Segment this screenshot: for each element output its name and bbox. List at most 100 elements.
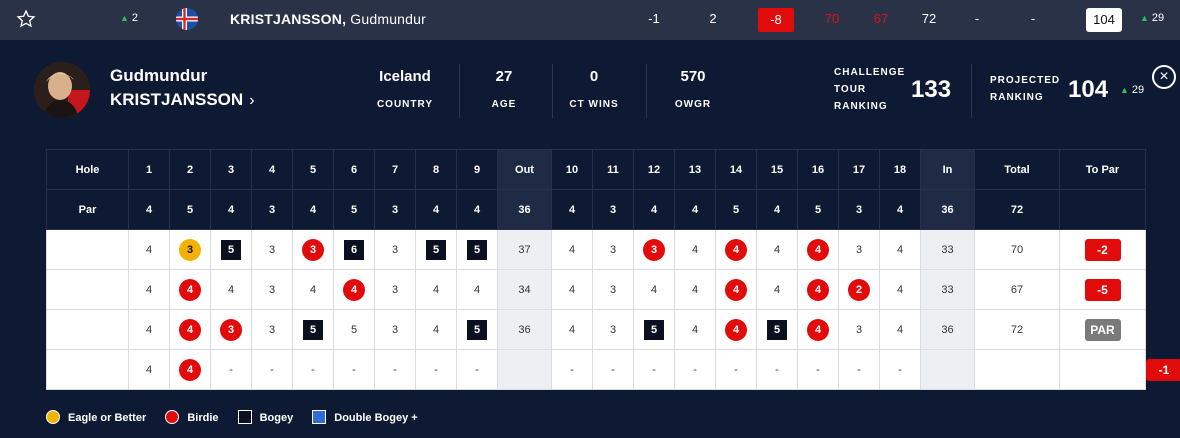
score-cell: 4	[415, 269, 457, 310]
score-cell: 3	[210, 309, 252, 350]
score-value: -	[475, 363, 479, 376]
score-value: 4	[773, 243, 781, 256]
hole-cell: In	[920, 149, 975, 190]
par-cell: 4	[415, 189, 457, 230]
hole-cell: 3	[210, 149, 252, 190]
score-value: 67	[1010, 283, 1024, 296]
score-value: 70	[1010, 243, 1024, 256]
score-cell	[974, 349, 1060, 390]
score-value: 3	[391, 323, 399, 336]
score-value: -	[270, 363, 274, 376]
score-cell: 3	[251, 269, 293, 310]
score-cell: -	[715, 349, 757, 390]
score-value: 3	[855, 243, 863, 256]
score-cell: -	[251, 349, 293, 390]
hole-cell: 8	[415, 149, 457, 190]
projected-ranking-badge: 104	[1086, 8, 1122, 32]
score-value: 33	[941, 243, 954, 256]
iceland-flag-icon	[176, 8, 198, 30]
score-cell: 3	[374, 229, 416, 270]
score-cell: 5	[456, 229, 498, 270]
round-row: R1 4 3 5 3 3 6 3 5 5 37 4 3 3 4 4 4 4 3 4 33 70 -2	[46, 229, 1146, 270]
score-cell: 4	[674, 229, 716, 270]
par-cell: 72	[974, 189, 1060, 230]
score-value: 4	[896, 323, 904, 336]
score-value: 4	[145, 243, 153, 256]
round-to-par-badge: -8	[758, 8, 794, 32]
to-par-badge: -2	[1084, 238, 1121, 261]
challenge-tour-ranking-value: 133	[911, 76, 952, 103]
score-value: 4	[568, 283, 576, 296]
round-score-r1: 70	[824, 11, 840, 26]
score-value: 4	[691, 283, 699, 296]
hole-cell: 6	[333, 149, 375, 190]
bogey-marker-icon	[237, 410, 252, 424]
score-cell: 4	[169, 349, 211, 390]
stat-owgr: 570 OWGR	[674, 68, 712, 110]
legend-eagle: Eagle or Better	[46, 410, 146, 424]
birdie-score: 3	[302, 238, 324, 261]
score-cell: 4	[456, 269, 498, 310]
score-value: 3	[268, 323, 276, 336]
bogey-score: 5	[426, 239, 446, 260]
score-cell: 3	[251, 309, 293, 350]
score-cell: 4	[879, 309, 921, 350]
score-cell: 3	[838, 229, 880, 270]
score-cell: -	[879, 349, 921, 390]
score-cell: 4	[715, 269, 757, 310]
hole-cell: 2	[169, 149, 211, 190]
leaderboard-row[interactable]: ▲ 2 KRISTJANSSON, Gudmundur -1 2 -8 70 67…	[0, 0, 1180, 40]
score-value: 5	[350, 323, 358, 336]
birdie-score: 4	[343, 278, 365, 301]
score-cell: -	[333, 349, 375, 390]
score-cell: 4	[551, 269, 593, 310]
round-label: R3	[46, 309, 129, 350]
score-cell: 4	[715, 309, 757, 350]
par-cell: 4	[128, 189, 170, 230]
up-arrow-icon: ▲	[1120, 85, 1129, 95]
score-cell: 4	[333, 269, 375, 310]
favorite-star-icon[interactable]	[16, 9, 36, 29]
up-arrow-icon: ▲	[120, 13, 129, 23]
score-cell: 33	[920, 269, 975, 310]
bogey-score: 6	[344, 239, 364, 260]
score-cell: 4	[415, 309, 457, 350]
score-cell: 4	[674, 309, 716, 350]
eagle-marker-icon	[46, 410, 60, 424]
score-value: 72	[1010, 323, 1024, 336]
to-par-cell: -2	[1059, 229, 1146, 270]
divider	[459, 64, 460, 118]
close-button[interactable]: ×	[1152, 65, 1176, 89]
hole-cell: 15	[756, 149, 798, 190]
round-row: R4 4 4 - - - - - - - - - - - - - - - - -1	[46, 349, 1180, 390]
score-cell: -	[292, 349, 334, 390]
birdie-score: 4	[807, 238, 829, 261]
total-to-par: -1	[648, 11, 660, 26]
player-profile-link[interactable]: KRISTJANSSON ›	[110, 90, 255, 109]
score-cell: 4	[797, 229, 839, 270]
round-score-r4: -	[974, 11, 980, 26]
score-cell: 3	[292, 229, 334, 270]
projected-movement: ▲ 29	[1120, 84, 1145, 96]
score-cell: 3	[374, 309, 416, 350]
player-name[interactable]: KRISTJANSSON, Gudmundur	[230, 11, 427, 27]
par-cell: 36	[920, 189, 975, 230]
hole-cell: 1	[128, 149, 170, 190]
stat-country: Iceland COUNTRY	[376, 68, 434, 110]
birdie-score: 4	[807, 278, 829, 301]
par-cell: 4	[456, 189, 498, 230]
score-cell: -	[374, 349, 416, 390]
hole-cell: 16	[797, 149, 839, 190]
round-label: R4	[46, 349, 129, 390]
score-cell: -	[456, 349, 498, 390]
hole-cell: 9	[456, 149, 498, 190]
divider	[552, 64, 553, 118]
close-icon: ×	[1159, 68, 1169, 85]
score-cell: 4	[879, 229, 921, 270]
projected-ranking-value: 104	[1068, 76, 1109, 103]
hole-cell: 12	[633, 149, 675, 190]
score-value: 4	[568, 323, 576, 336]
score-value: 4	[691, 323, 699, 336]
score-value: -	[393, 363, 397, 376]
score-cell: 5	[210, 229, 252, 270]
